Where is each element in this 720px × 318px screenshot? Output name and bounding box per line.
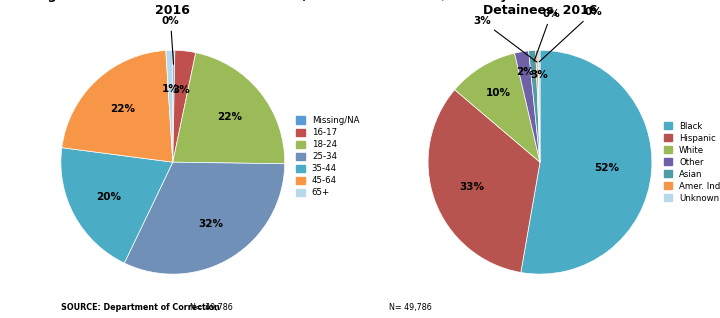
Text: SOURCE: Department of Correction: SOURCE: Department of Correction [61,303,220,312]
Title: Age Distribution of Pretrial Detainees,
2016: Age Distribution of Pretrial Detainees, … [38,0,307,17]
Wedge shape [166,50,173,162]
Text: 3%: 3% [531,70,548,80]
Text: 0%: 0% [534,9,560,61]
Wedge shape [173,52,284,164]
Text: 3%: 3% [473,16,537,62]
Wedge shape [521,50,652,274]
Text: 33%: 33% [459,182,484,192]
Legend: Missing/NA, 16-17, 18-24, 25-34, 35-44, 45-64, 65+: Missing/NA, 16-17, 18-24, 25-34, 35-44, … [294,114,361,199]
Text: 22%: 22% [217,112,242,122]
Text: 2%: 2% [516,67,534,77]
Text: 20%: 20% [96,192,122,202]
Text: 0%: 0% [162,16,179,64]
Text: 10%: 10% [485,88,510,98]
Wedge shape [536,50,540,162]
Text: 0%: 0% [539,7,603,62]
Title: Race/Ethnicity Distribution of Pretrial
Detainees, 2016: Race/Ethnicity Distribution of Pretrial … [408,0,672,17]
Wedge shape [173,50,196,162]
Wedge shape [515,51,540,162]
Text: 52%: 52% [595,163,619,173]
Text: N= 49,786: N= 49,786 [189,303,233,312]
Legend: Black, Hispanic, White, Other, Asian, Amer. Indian, Unknown: Black, Hispanic, White, Other, Asian, Am… [662,120,720,204]
Wedge shape [528,50,540,162]
Wedge shape [61,148,173,263]
Wedge shape [173,50,175,162]
Text: 22%: 22% [111,104,135,114]
Wedge shape [538,50,540,162]
Text: 1%: 1% [162,85,179,94]
Text: 3%: 3% [172,85,190,95]
Wedge shape [62,51,173,162]
Wedge shape [455,53,540,162]
Text: 32%: 32% [199,219,224,229]
Wedge shape [428,90,540,273]
Text: N= 49,786: N= 49,786 [389,303,431,312]
Wedge shape [125,162,284,274]
